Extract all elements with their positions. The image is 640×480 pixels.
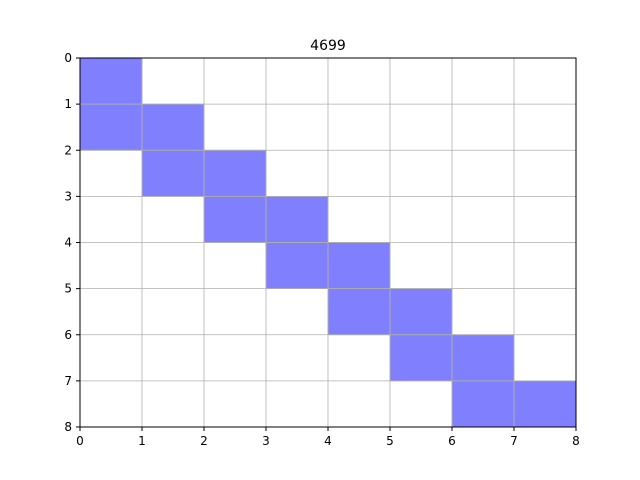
heatmap-cell-1 [79, 103, 143, 151]
heatmap-cell-4 [203, 149, 267, 197]
x-tick-label-5: 5 [386, 434, 394, 448]
cells-layer [79, 57, 577, 428]
heatmap-cell-5 [203, 195, 267, 243]
y-tick-label-3: 3 [64, 189, 72, 203]
x-tick-label-8: 8 [572, 434, 580, 448]
heatmap-cell-14 [513, 380, 577, 428]
heatmap-cell-13 [451, 380, 515, 428]
x-tick-label-1: 1 [138, 434, 146, 448]
y-tick-label-8: 8 [64, 420, 72, 434]
heatmap-cell-6 [265, 195, 329, 243]
y-tick-label-0: 0 [64, 51, 72, 65]
heatmap-cell-3 [141, 149, 205, 197]
x-tick-label-2: 2 [200, 434, 208, 448]
heatmap-cell-12 [451, 334, 515, 382]
heatmap-cell-2 [141, 103, 205, 151]
x-tick-label-3: 3 [262, 434, 270, 448]
heatmap-cell-8 [327, 242, 391, 290]
y-tick-label-1: 1 [64, 97, 72, 111]
heatmap-cell-9 [327, 288, 391, 336]
heatmap-cell-0 [79, 57, 143, 105]
heatmap-cell-7 [265, 242, 329, 290]
chart-title: 4699 [310, 38, 346, 54]
heatmap-cell-11 [389, 334, 453, 382]
heatmap-cell-10 [389, 288, 453, 336]
x-tick-label-0: 0 [76, 434, 84, 448]
x-tick-label-7: 7 [510, 434, 518, 448]
y-tick-label-6: 6 [64, 328, 72, 342]
y-tick-label-2: 2 [64, 143, 72, 157]
x-tick-label-4: 4 [324, 434, 332, 448]
y-tick-label-5: 5 [64, 282, 72, 296]
x-tick-label-6: 6 [448, 434, 456, 448]
y-tick-label-4: 4 [64, 236, 72, 250]
y-tick-label-7: 7 [64, 374, 72, 388]
